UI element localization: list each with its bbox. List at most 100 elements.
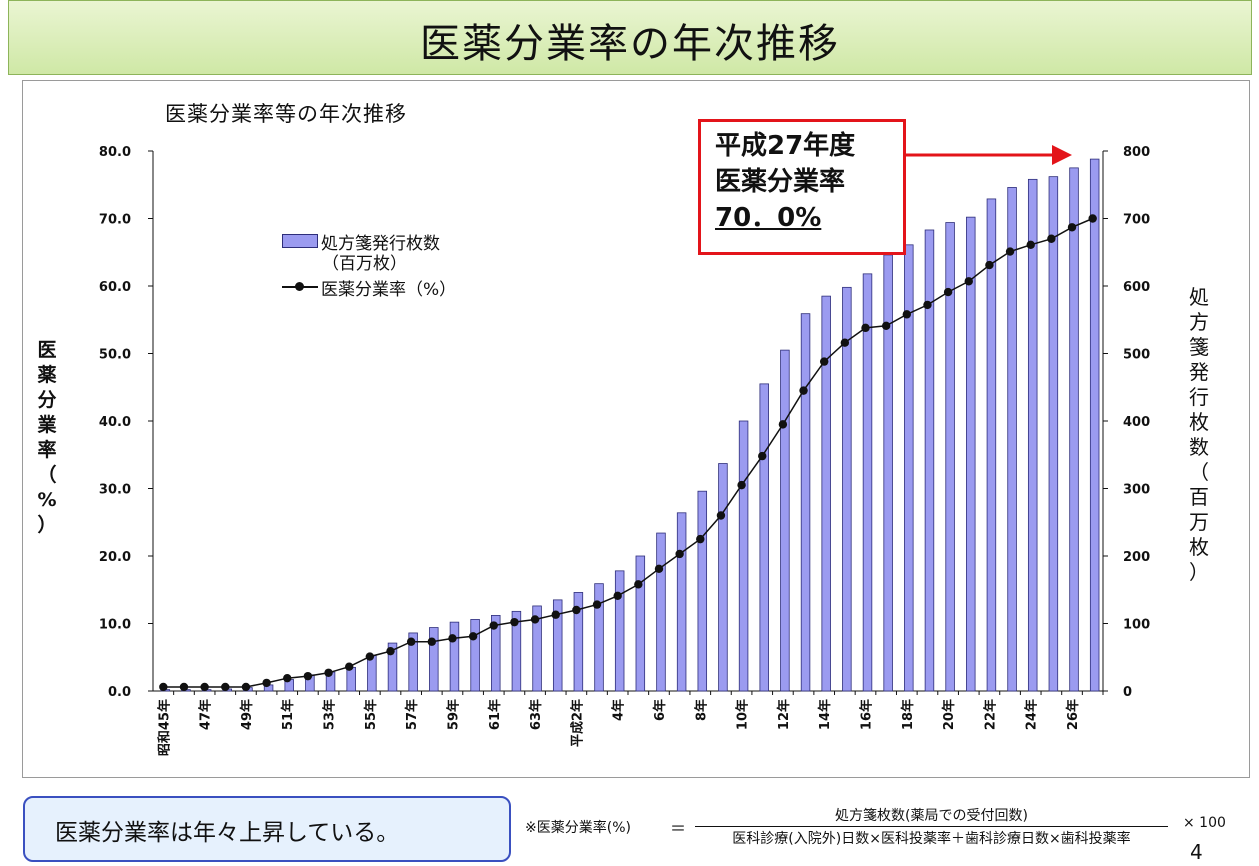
dispensing-rate-point bbox=[902, 310, 912, 319]
legend-bar-unit: （百万枚） bbox=[322, 254, 407, 274]
chart-legend: 処方箋発行枚数 （百万枚） 医薬分業率（%） bbox=[282, 229, 457, 300]
legend-item-bars: 処方箋発行枚数 bbox=[282, 229, 456, 254]
x-tick-label: 18年 bbox=[900, 699, 916, 730]
callout-value: 70．0% bbox=[715, 203, 822, 233]
right-tick-label: 600 bbox=[1123, 280, 1150, 295]
prescription-bar bbox=[1069, 167, 1079, 692]
page-number: 4 bbox=[1190, 840, 1203, 864]
right-axis-label: 処方箋発行枚数（百万枚） bbox=[1189, 285, 1209, 584]
dispensing-rate-point bbox=[819, 357, 829, 366]
summary-note-text: 医薬分業率は年々上昇している。 bbox=[55, 820, 400, 846]
prescription-bar bbox=[491, 615, 501, 692]
right-tick-label: 200 bbox=[1123, 550, 1150, 565]
left-tick-label: 30.0 bbox=[99, 483, 131, 498]
dispensing-rate-point bbox=[303, 671, 313, 681]
prescription-bar bbox=[429, 627, 439, 692]
dispensing-rate-point bbox=[881, 321, 891, 331]
x-tick-label: 59年 bbox=[445, 699, 461, 730]
prescription-bar bbox=[883, 254, 893, 692]
callout-year: 平成27年度 bbox=[715, 131, 856, 161]
legend-line-label: 医薬分業率（%） bbox=[321, 279, 457, 300]
dispensing-rate-point bbox=[716, 511, 726, 520]
x-tick-label: 10年 bbox=[735, 699, 751, 730]
dispensing-rate-point bbox=[778, 420, 788, 429]
x-tick-label: 6年 bbox=[652, 699, 668, 721]
dispensing-rate-point bbox=[159, 682, 168, 692]
dispensing-rate-point bbox=[448, 634, 457, 643]
prescription-bar bbox=[904, 244, 914, 692]
formula-fraction-bar bbox=[695, 826, 1168, 827]
dispensing-rate-point bbox=[799, 386, 808, 395]
left-tick-label: 80.0 bbox=[99, 145, 131, 160]
x-tick-label: 昭和45年 bbox=[156, 699, 172, 756]
prescription-bar bbox=[594, 583, 604, 692]
left-tick-label: 40.0 bbox=[99, 415, 131, 430]
prescription-bar bbox=[697, 490, 708, 692]
dispensing-rate-point bbox=[737, 480, 746, 490]
prescription-bar bbox=[635, 555, 646, 692]
page-heading: 医薬分業率の年次推移 bbox=[420, 21, 840, 67]
legend-bar-label: 処方箋発行枚数 bbox=[321, 233, 440, 254]
x-tick-label: 55年 bbox=[363, 699, 379, 730]
prescription-bar bbox=[945, 222, 955, 692]
x-tick-label: 12年 bbox=[776, 699, 792, 730]
dispensing-rate-point bbox=[1026, 240, 1035, 250]
formula-equals: ＝ bbox=[670, 819, 687, 838]
dispensing-rate-point bbox=[654, 564, 664, 574]
dispensing-rate-point bbox=[386, 646, 395, 656]
x-tick-label: 8年 bbox=[693, 699, 709, 721]
dispensing-rate-point bbox=[489, 621, 498, 630]
dispensing-rate-point bbox=[840, 338, 850, 347]
dispensing-rate-point bbox=[985, 260, 994, 270]
prescription-bar bbox=[1007, 187, 1017, 692]
left-tick-label: 60.0 bbox=[99, 280, 131, 295]
prescription-bar bbox=[966, 216, 976, 692]
dispensing-rate-point bbox=[427, 637, 437, 646]
dispensing-rate-point bbox=[468, 632, 478, 641]
left-tick-label: 20.0 bbox=[99, 550, 131, 565]
right-tick-label: 300 bbox=[1123, 483, 1150, 498]
summary-note: 医薬分業率は年々上昇している。 bbox=[23, 796, 511, 862]
prescription-bar bbox=[759, 383, 769, 692]
prescription-bar bbox=[449, 621, 460, 692]
dispensing-rate-point bbox=[179, 682, 189, 692]
dispensing-rate-point bbox=[1005, 247, 1015, 256]
dispensing-rate-point bbox=[943, 287, 953, 297]
dispensing-rate-line bbox=[163, 217, 1093, 688]
x-tick-label: 51年 bbox=[280, 699, 296, 730]
legend-line-swatch bbox=[282, 280, 318, 294]
prescription-bar bbox=[346, 666, 356, 692]
right-tick-label: 500 bbox=[1123, 348, 1150, 363]
dispensing-rate-point bbox=[572, 605, 581, 615]
prescription-bar bbox=[614, 570, 625, 692]
prescription-bar bbox=[780, 349, 790, 692]
formula-numerator: 処方箋枚数(薬局での受付回数) bbox=[835, 808, 1028, 824]
dispensing-rate-point bbox=[324, 668, 333, 677]
dispensing-rate-point bbox=[696, 534, 705, 544]
right-tick-label: 700 bbox=[1123, 213, 1150, 228]
prescription-bar bbox=[986, 198, 997, 692]
prescription-bar bbox=[511, 610, 522, 692]
prescription-bar bbox=[1048, 176, 1059, 692]
x-tick-label: 61年 bbox=[487, 699, 503, 730]
dispensing-rate-point bbox=[758, 451, 767, 461]
dispensing-rate-point bbox=[634, 580, 643, 589]
dispensing-rate-point bbox=[200, 682, 209, 692]
dispensing-rate-point bbox=[613, 591, 622, 601]
dispensing-rate-point bbox=[964, 277, 973, 286]
prescription-bar bbox=[408, 632, 418, 692]
x-tick-label: 平成2年 bbox=[569, 699, 585, 747]
dispensing-rate-point bbox=[861, 323, 870, 333]
dispensing-rate-point bbox=[1047, 234, 1056, 243]
prescription-bar bbox=[470, 619, 480, 692]
right-tick-label: 400 bbox=[1123, 415, 1150, 430]
prescription-bar bbox=[1027, 178, 1038, 692]
callout-label: 医薬分業率 bbox=[715, 167, 846, 197]
prescription-bar bbox=[862, 273, 873, 692]
x-tick-label: 63年 bbox=[528, 699, 544, 730]
prescription-bar bbox=[676, 512, 687, 692]
prescription-bar bbox=[800, 313, 811, 692]
prescription-bar bbox=[821, 295, 831, 692]
dispensing-rate-point bbox=[283, 673, 292, 683]
